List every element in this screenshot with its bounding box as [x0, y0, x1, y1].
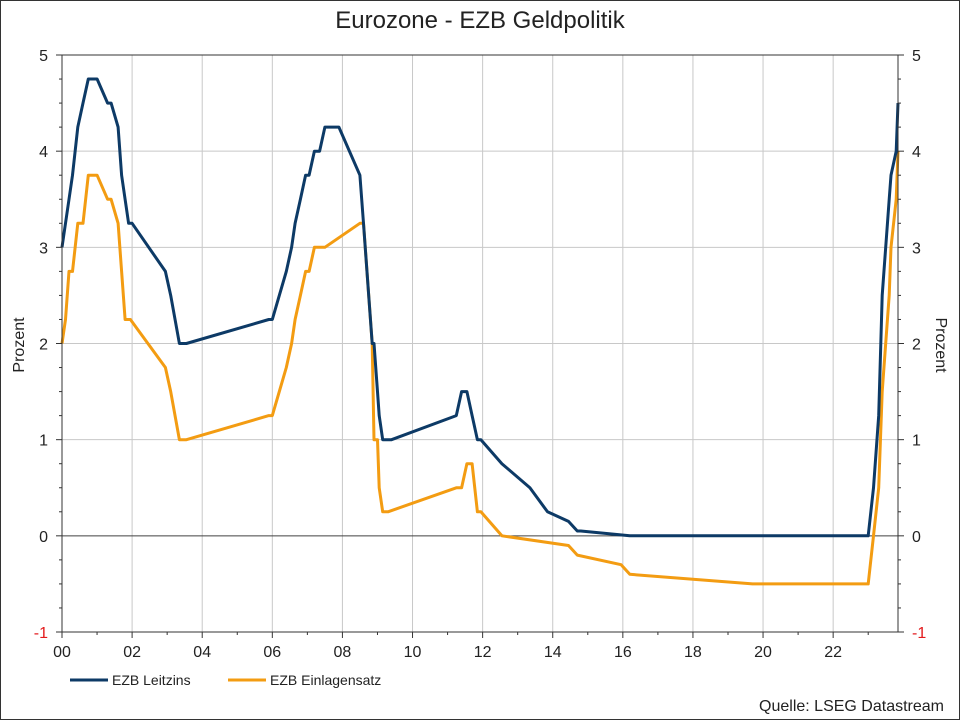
x-tick-label: 16 [614, 644, 632, 661]
series-line-einlagensatz [60, 151, 900, 586]
x-tick-label: 22 [824, 644, 842, 661]
plot-area-border [61, 54, 899, 633]
legend: EZB Leitzins EZB Einlagensatz [70, 672, 381, 688]
y-tick-label-right: 5 [912, 48, 921, 65]
legend-label-leitzins: EZB Leitzins [112, 672, 191, 688]
y-tick-label-right: 4 [912, 144, 921, 161]
y-tick-label-right: 3 [912, 240, 921, 257]
y-tick-label-right: 1 [912, 433, 921, 450]
y-tick-label-right: -1 [912, 625, 926, 642]
x-tick-label: 04 [193, 644, 211, 661]
y-tick-label-left: 5 [39, 48, 48, 65]
y-tick-label-left: 3 [39, 240, 48, 257]
x-tick-label: 18 [684, 644, 702, 661]
x-tick-label: 20 [754, 644, 772, 661]
x-tick-label: 06 [263, 644, 281, 661]
x-tick-label: 10 [404, 644, 422, 661]
x-tick-label: 02 [123, 644, 141, 661]
y-tick-label-right: 0 [912, 529, 921, 546]
y-tick-label-left: 1 [39, 433, 48, 450]
y-axis-label-left: Prozent [11, 317, 28, 373]
y-tick-label-left: 4 [39, 144, 48, 161]
x-tick-label: 12 [474, 644, 492, 661]
x-tick-label: 08 [334, 644, 352, 661]
source-note: Quelle: LSEG Datastream [759, 698, 944, 715]
x-tick-label: 14 [544, 644, 562, 661]
y-tick-label-right: 2 [912, 337, 921, 354]
y-tick-label-left: 0 [39, 529, 48, 546]
chart-title: Eurozone - EZB Geldpolitik [335, 7, 625, 34]
x-tick-label: 00 [53, 644, 71, 661]
y-tick-label-left: 2 [39, 337, 48, 354]
series-layer [60, 77, 900, 586]
y-tick-label-left: -1 [34, 625, 48, 642]
series-line-leitzins [60, 77, 900, 538]
legend-label-einlagensatz: EZB Einlagensatz [270, 672, 381, 688]
axes: 00 02 04 06 08 10 12 14 16 18 20 22-1 -10 01 12 23 34 45 5 [34, 48, 927, 661]
y-axis-label-right: Prozent [932, 317, 949, 373]
